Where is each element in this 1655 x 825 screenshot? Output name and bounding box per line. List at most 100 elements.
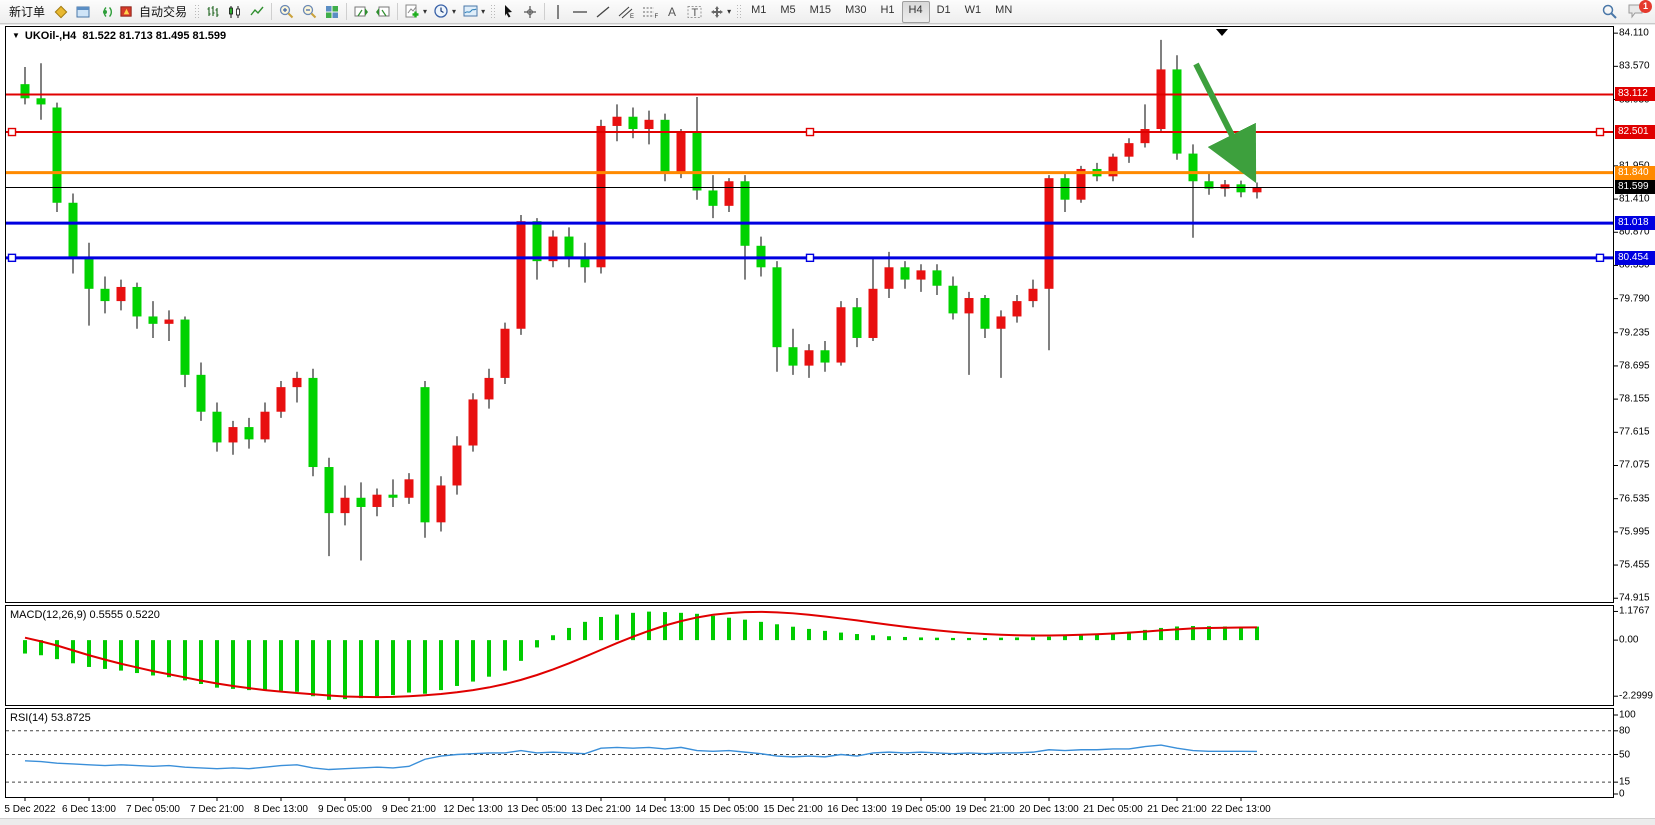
fibonacci-tool-icon[interactable]: F	[638, 2, 662, 22]
horizontal-line-tool-icon[interactable]	[568, 2, 592, 22]
zoom-out-icon[interactable]	[298, 2, 321, 22]
price-axis-label: 74.915	[1619, 592, 1650, 604]
macd-panel[interactable]	[5, 605, 1614, 706]
level-price-badge: 83.112	[1615, 87, 1655, 102]
window-bottom-strip	[0, 818, 1655, 825]
price-panel[interactable]	[5, 26, 1614, 603]
level-price-badge: 80.454	[1615, 250, 1655, 265]
time-axis-label: 19 Dec 21:00	[955, 804, 1015, 815]
price-axis-label: 75.995	[1619, 526, 1650, 538]
time-axis-label: 7 Dec 05:00	[126, 804, 180, 815]
candlestick-type-icon[interactable]	[224, 2, 246, 22]
price-axis-label: 77.075	[1619, 459, 1650, 471]
toolbar-separator	[346, 3, 348, 20]
rsi-axis-label: 0	[1619, 788, 1625, 800]
rsi-axis-label: 50	[1619, 749, 1631, 760]
period-clock-button[interactable]: ▾	[430, 2, 459, 22]
new-order-tag-icon[interactable]	[50, 2, 72, 22]
time-axis-label: 13 Dec 21:00	[571, 804, 631, 815]
arrows-caret-icon[interactable]: ▾	[727, 7, 732, 16]
toolbar-grip	[194, 3, 201, 20]
timeframe-m5[interactable]: M5	[780, 3, 796, 16]
timeframe-d1[interactable]: D1	[936, 3, 951, 16]
chart-shift-icon[interactable]	[372, 2, 394, 22]
time-axis-label: 9 Dec 05:00	[318, 804, 372, 815]
timeframe-group: M1 M5 M15 M30 H1 H4 D1 W1 MN	[744, 0, 1019, 23]
signal-icon[interactable]	[94, 2, 116, 22]
time-axis-label: 22 Dec 13:00	[1211, 804, 1271, 815]
crosshair-tool-icon[interactable]	[519, 2, 541, 22]
auto-trading-button[interactable]: 自动交易	[116, 2, 192, 22]
price-axis-label: 79.790	[1619, 293, 1650, 305]
time-axis-label: 14 Dec 13:00	[635, 804, 695, 815]
svg-text:A: A	[668, 5, 676, 19]
level-price-badge: 81.840	[1615, 165, 1655, 180]
price-axis-label: 81.950	[1619, 160, 1650, 172]
timeframe-m30[interactable]: M30	[845, 3, 867, 16]
zoom-in-icon[interactable]	[275, 2, 298, 22]
cursor-tool-icon[interactable]	[498, 2, 519, 22]
new-order-label: 新订单	[9, 5, 46, 19]
price-axis-label: 75.455	[1619, 559, 1650, 571]
price-axis-label: 80.330	[1619, 259, 1650, 271]
tile-windows-icon[interactable]	[321, 2, 343, 22]
macd-axis-label: 0.00	[1619, 634, 1639, 646]
rsi-axis-label: 80	[1619, 725, 1631, 737]
auto-trading-label: 自动交易	[139, 5, 188, 19]
timeframe-w1[interactable]: W1	[964, 3, 982, 16]
add-indicator-button[interactable]: ▾	[401, 2, 430, 22]
price-axis-label: 79.235	[1619, 327, 1650, 339]
level-price-badge: 81.018	[1615, 216, 1655, 231]
vertical-line-tool-icon[interactable]	[548, 2, 568, 22]
equidistant-channel-tool-icon[interactable]: E	[614, 2, 638, 22]
trendline-tool-icon[interactable]	[592, 2, 614, 22]
time-axis-label: 21 Dec 21:00	[1147, 804, 1207, 815]
time-axis-label: 16 Dec 13:00	[827, 804, 887, 815]
line-chart-type-icon[interactable]	[246, 2, 268, 22]
time-axis-label: 5 Dec 2022	[4, 804, 56, 815]
text-tool-icon[interactable]: A	[662, 2, 683, 22]
price-axis-label: 78.695	[1619, 360, 1650, 372]
macd-axis-label: 1.1767	[1619, 605, 1650, 617]
time-axis-label: 21 Dec 05:00	[1083, 804, 1143, 815]
template-caret-icon[interactable]: ▾	[481, 7, 486, 16]
time-axis-label: 20 Dec 13:00	[1019, 804, 1079, 815]
search-icon[interactable]	[1598, 2, 1621, 22]
price-axis-label: 83.570	[1619, 60, 1650, 72]
main-toolbar: 新订单 自动交易 ▾ ▾	[0, 0, 1655, 24]
time-axis-label: 15 Dec 21:00	[763, 804, 823, 815]
arrows-tool-icon[interactable]: ▾	[706, 2, 734, 22]
timeframe-h1[interactable]: H1	[880, 3, 895, 16]
price-axis-label: 78.155	[1619, 393, 1650, 405]
notifications-button[interactable]: 1	[1627, 0, 1652, 22]
svg-text:T: T	[692, 7, 699, 19]
timeframe-mn[interactable]: MN	[995, 3, 1013, 16]
template-button[interactable]: ▾	[459, 2, 488, 22]
time-axis-label: 9 Dec 21:00	[382, 804, 436, 815]
price-axis-label: 76.535	[1619, 493, 1650, 505]
toolbar-separator	[397, 3, 399, 20]
time-axis-label: 15 Dec 05:00	[699, 804, 759, 815]
price-axis-label: 84.110	[1619, 27, 1649, 39]
current-price-badge: 81.599	[1615, 180, 1655, 195]
timeframe-h4[interactable]: H4	[901, 0, 930, 23]
terminal-window-icon[interactable]	[72, 2, 94, 22]
rsi-panel[interactable]	[5, 708, 1614, 798]
period-caret-icon[interactable]: ▾	[452, 7, 457, 16]
toolbar-grip	[736, 3, 743, 20]
add-indicator-caret-icon[interactable]: ▾	[423, 7, 428, 16]
time-axis-label: 13 Dec 05:00	[507, 804, 567, 815]
chart-window: ▼ UKOil-,H4 81.522 81.713 81.495 81.599 M…	[0, 25, 1655, 825]
arrange-charts-icon[interactable]	[350, 2, 372, 22]
text-label-tool-icon[interactable]: T	[683, 2, 706, 22]
bar-chart-type-icon[interactable]	[202, 2, 224, 22]
toolbar-grip	[490, 3, 497, 20]
price-axis-label: 80.870	[1619, 226, 1650, 238]
toolbar-separator	[271, 3, 273, 20]
new-order-button[interactable]: 新订单	[4, 2, 50, 22]
time-axis-label: 12 Dec 13:00	[443, 804, 503, 815]
timeframe-m15[interactable]: M15	[809, 3, 832, 16]
timeframe-m1[interactable]: M1	[751, 3, 767, 16]
svg-text:E: E	[630, 14, 634, 20]
macd-axis-label: -2.2999	[1619, 690, 1653, 702]
